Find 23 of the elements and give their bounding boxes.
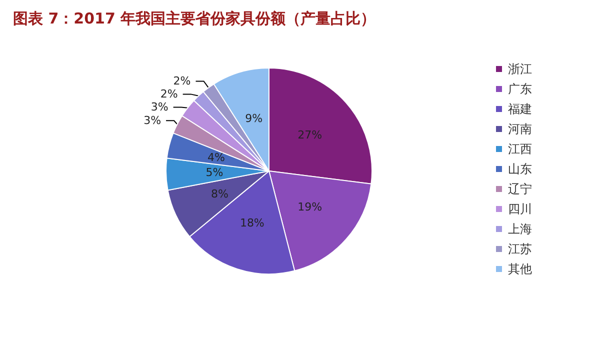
legend-label: 江西 xyxy=(508,142,532,156)
legend-label: 四川 xyxy=(508,202,532,216)
legend-label: 河南 xyxy=(508,122,532,136)
data-label: 2% xyxy=(173,74,191,88)
data-label: 9% xyxy=(245,112,263,126)
data-label: 3% xyxy=(144,114,162,128)
legend-label: 广东 xyxy=(508,82,532,96)
data-label: 5% xyxy=(206,166,224,180)
legend-label: 山东 xyxy=(508,162,532,176)
legend-label: 上海 xyxy=(508,222,532,236)
data-label: 3% xyxy=(150,100,168,114)
legend-label: 其他 xyxy=(508,262,532,276)
legend-label: 辽宁 xyxy=(508,182,532,196)
data-label: 27% xyxy=(298,128,322,142)
data-label: 4% xyxy=(207,150,225,164)
data-label: 8% xyxy=(210,188,228,201)
legend-label: 福建 xyxy=(508,102,532,116)
legend-label: 浙江 xyxy=(508,62,532,76)
data-label: 18% xyxy=(240,216,264,230)
chart-title: 图表 7：2017 年我国主要省份家具份额（产量占比） xyxy=(13,10,376,28)
data-label: 19% xyxy=(298,200,322,214)
data-label: 2% xyxy=(160,88,178,101)
legend-label: 江苏 xyxy=(508,242,532,256)
